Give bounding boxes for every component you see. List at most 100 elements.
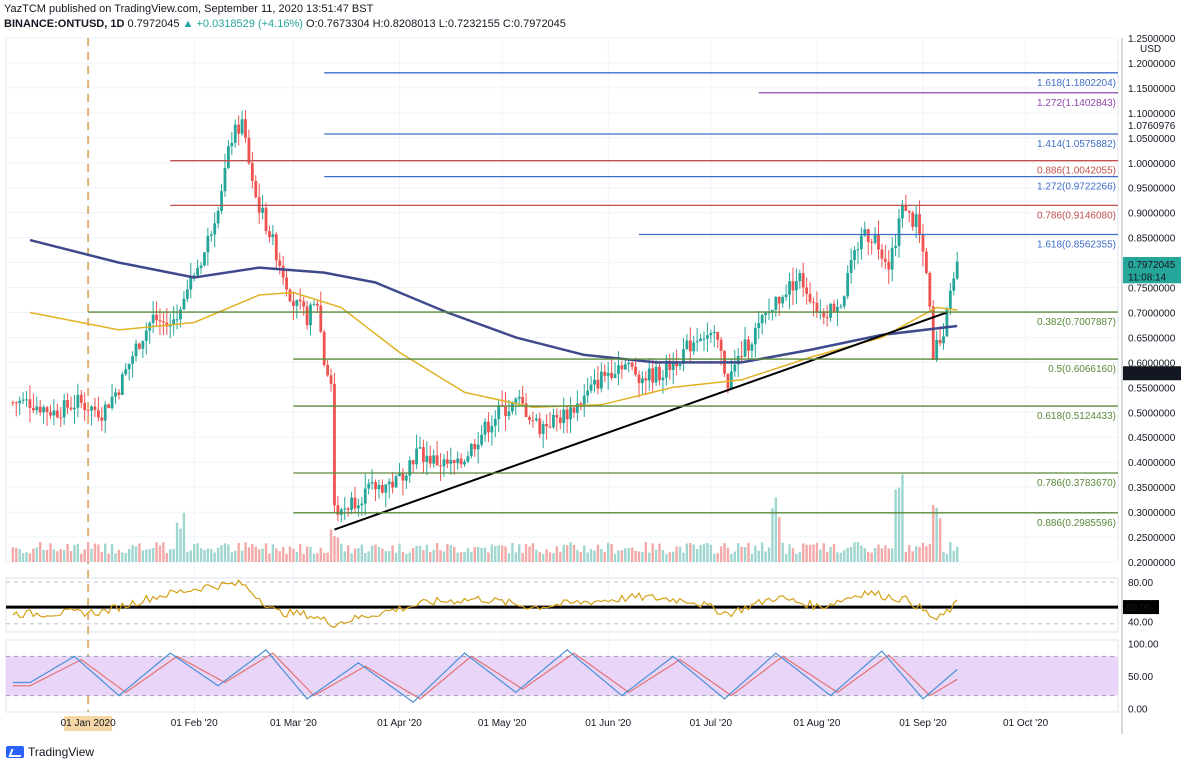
candle-body <box>924 251 928 273</box>
candle-body <box>292 301 295 306</box>
price-tick-label: 1.1000000 <box>1128 109 1176 120</box>
volume-bar <box>196 543 199 562</box>
candle-body <box>168 324 172 327</box>
candle-body <box>743 339 747 357</box>
volume-bar <box>925 546 928 562</box>
volume-bar <box>66 543 69 562</box>
candle-body <box>822 311 826 318</box>
volume-bar <box>15 547 18 562</box>
candle-body <box>131 356 134 364</box>
volume-bar <box>432 549 435 562</box>
volume-bar <box>364 552 367 562</box>
volume-bar <box>186 551 189 562</box>
volume-bar <box>346 545 350 562</box>
candle-body <box>808 293 812 302</box>
volume-bar <box>928 544 932 562</box>
volume-bar <box>357 548 360 562</box>
volume-bar <box>706 542 709 562</box>
candle-body <box>456 458 460 464</box>
candle-body <box>110 396 114 409</box>
candle-body <box>682 349 685 364</box>
candle-body <box>695 341 699 343</box>
volume-bar <box>110 544 114 562</box>
chart-header: YazTCM published on TradingView.com, Sep… <box>4 2 566 32</box>
candle-body <box>25 399 28 401</box>
volume-bar <box>685 543 689 562</box>
candle-body <box>38 406 42 413</box>
volume-bar <box>675 546 678 562</box>
candle-body <box>873 234 877 243</box>
candle-body <box>76 394 80 408</box>
volume-bar <box>39 542 42 562</box>
volume-bar <box>189 550 192 562</box>
volume-bar <box>487 552 490 562</box>
candle-body <box>836 306 839 312</box>
candle-body <box>747 339 750 351</box>
candle-body <box>637 374 641 384</box>
candle-body <box>661 377 665 381</box>
footer: TradingView <box>6 745 94 759</box>
candle-body <box>435 455 439 466</box>
publish-info: YazTCM published on TradingView.com, Sep… <box>4 3 374 15</box>
volume-bar <box>93 543 97 562</box>
fib-level-label: 0.886(0.2985596) <box>1037 518 1116 529</box>
candle-body <box>237 124 241 134</box>
candle-body <box>647 368 651 381</box>
candle-body <box>733 364 737 372</box>
price-chart[interactable]: 1.2500000 1.2000000 1.1500000 1.1000000 1.05… <box>0 0 1185 745</box>
candle-body <box>288 289 292 302</box>
volume-bar <box>829 546 832 562</box>
volume-bar <box>781 542 784 562</box>
volume-bar <box>825 551 829 562</box>
price-tick-label: 0.8500000 <box>1128 234 1176 245</box>
fib-level-label: 1.618(1.1802204) <box>1037 78 1116 89</box>
volume-bar <box>699 544 702 562</box>
volume-bar <box>35 547 38 562</box>
candle-body <box>73 407 76 410</box>
candle-body <box>740 356 744 358</box>
candle-body <box>473 443 477 450</box>
volume-bar <box>151 548 155 562</box>
volume-bar <box>918 547 921 562</box>
price-tick-label: 1.0500000 <box>1128 134 1176 145</box>
volume-bar <box>634 550 637 562</box>
candle-body <box>161 321 165 323</box>
volume-bar <box>155 542 158 562</box>
volume-bar <box>59 549 62 562</box>
time-tick-label: 01 Aug '20 <box>793 718 840 729</box>
volume-bar <box>418 546 422 562</box>
candle-body <box>596 379 600 389</box>
volume-bar <box>62 550 66 562</box>
volume-bar <box>719 546 723 562</box>
candle-body <box>14 402 18 404</box>
candle-body <box>606 372 610 376</box>
time-tick-label: 01 May '20 <box>478 718 527 729</box>
volume-bar <box>216 547 220 562</box>
volume-bar <box>442 551 446 562</box>
candle-body <box>565 409 569 420</box>
candle-body <box>918 214 921 235</box>
volume-bar <box>709 544 713 562</box>
volume-bar <box>261 548 264 562</box>
candle-body <box>319 305 323 332</box>
rsi-pane <box>5 577 1119 633</box>
candle-body <box>401 472 405 481</box>
price-tick-label: 0.2000000 <box>1128 558 1176 569</box>
candle-body <box>952 278 956 291</box>
fib-level-label: 1.414(1.0575882) <box>1037 139 1116 150</box>
price-tick-label: 0.7000000 <box>1128 308 1176 319</box>
candle-body <box>627 362 631 365</box>
candle-body <box>114 392 117 397</box>
candle-body <box>380 485 384 493</box>
candle-body <box>825 317 829 319</box>
volume-bar <box>411 548 415 562</box>
candle-body <box>901 205 904 219</box>
stoch-tick-label: 0.00 <box>1128 705 1148 716</box>
candle-body <box>938 339 942 344</box>
time-tick-label: 01 Mar '20 <box>270 718 317 729</box>
candle-body <box>757 323 761 328</box>
candle-body <box>729 371 733 389</box>
volume-bar <box>257 549 261 562</box>
volume-bar <box>952 551 955 562</box>
stoch-tick-label: 100.00 <box>1128 639 1159 650</box>
